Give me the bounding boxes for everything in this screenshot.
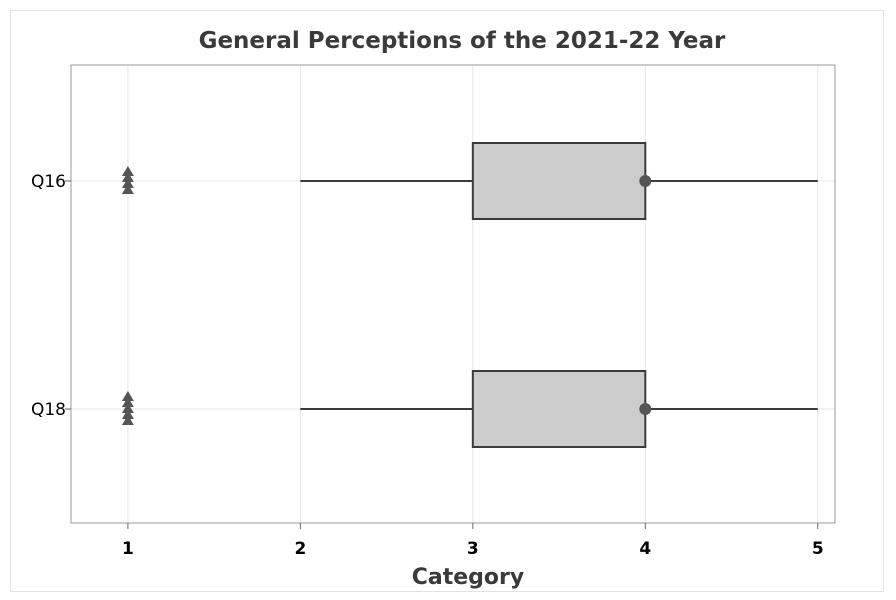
plot-area xyxy=(70,64,836,524)
x-tick-label-1: 2 xyxy=(294,539,306,559)
x-axis-label: Category xyxy=(412,565,524,590)
category-label-q18: Q18 xyxy=(31,400,66,420)
iqr-box xyxy=(471,370,647,448)
iqr-box xyxy=(471,142,647,220)
outlier-marker-4 xyxy=(121,415,134,425)
x-tick-label-3: 4 xyxy=(639,539,651,559)
outlier-marker-2 xyxy=(121,178,134,188)
chart-frame xyxy=(10,10,884,592)
chart-title: General Perceptions of the 2021-22 Year xyxy=(199,28,726,54)
grid-lines xyxy=(71,65,835,523)
category-labels: Q16 Q18 xyxy=(31,172,71,420)
box-group-q18 xyxy=(121,370,818,448)
x-tick-label-2: 3 xyxy=(467,539,479,559)
x-tick-label-4: 5 xyxy=(812,539,824,559)
box-group-q16 xyxy=(121,142,818,220)
median-marker xyxy=(639,403,652,415)
category-label-q16: Q16 xyxy=(31,172,66,192)
outlier-marker-2 xyxy=(121,403,134,413)
outlier-marker-0 xyxy=(121,166,134,176)
median-marker xyxy=(639,175,652,187)
outlier-marker-1 xyxy=(121,397,134,407)
box-marks xyxy=(121,142,818,448)
outlier-marker-3 xyxy=(121,184,134,194)
x-tick-label-0: 1 xyxy=(122,539,134,559)
outlier-marker-3 xyxy=(121,409,134,419)
outlier-marker-0 xyxy=(121,391,134,401)
outlier-marker-1 xyxy=(121,172,134,182)
x-axis-ticks: 1 2 3 4 5 xyxy=(122,523,824,559)
